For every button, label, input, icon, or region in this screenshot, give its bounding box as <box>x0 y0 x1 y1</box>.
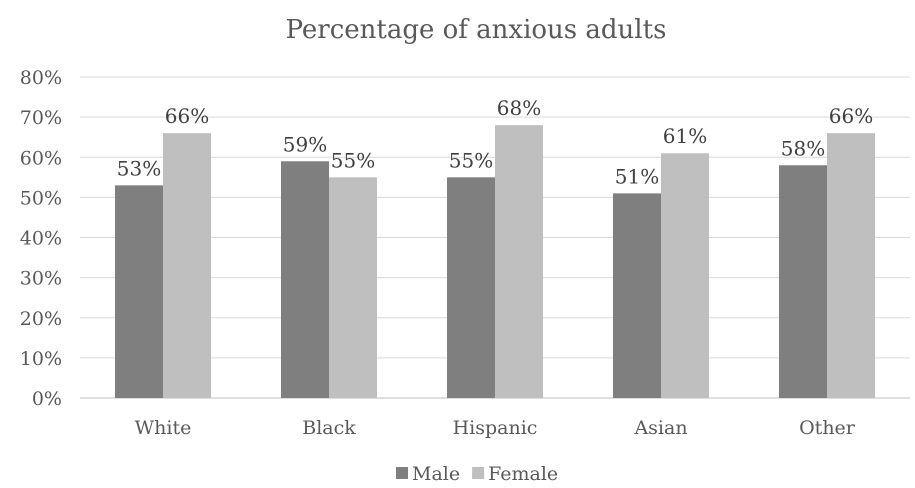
y-tick-label: 50% <box>20 187 62 209</box>
data-label: 55% <box>449 148 493 172</box>
x-category-label: White <box>135 417 192 439</box>
y-tick-label: 80% <box>20 67 62 89</box>
bar-male-other <box>779 165 827 398</box>
data-label: 61% <box>663 124 707 148</box>
y-tick-label: 40% <box>20 228 62 250</box>
bar-male-black <box>281 161 329 398</box>
data-label: 51% <box>615 164 659 188</box>
x-category-label: Asian <box>633 417 687 439</box>
bar-female-white <box>163 133 211 399</box>
bars <box>115 125 875 399</box>
y-tick-label: 20% <box>20 308 62 330</box>
y-tick-label: 60% <box>20 147 62 169</box>
legend-item-male: Male <box>396 463 460 485</box>
bar-female-asian <box>661 153 709 398</box>
data-labels: 53%66%59%55% 55%68%51%61%58%66% <box>117 96 873 188</box>
legend-swatch <box>396 467 408 479</box>
legend-label: Male <box>412 463 460 485</box>
bar-female-black <box>329 177 377 398</box>
y-tick-label: 30% <box>20 268 62 290</box>
legend-swatch <box>472 467 485 479</box>
data-label: 68% <box>497 96 541 120</box>
bar-female-other <box>827 133 875 399</box>
legend: Male Female <box>396 463 558 485</box>
bar-male-white <box>115 185 163 398</box>
x-category-label: Black <box>302 417 356 439</box>
bar-male-hispanic <box>447 177 495 398</box>
bar-male-asian <box>613 193 661 398</box>
legend-item-female: Female <box>472 463 558 485</box>
x-category-label: Other <box>799 417 856 439</box>
data-label: 53% <box>117 156 161 180</box>
data-label: 66% <box>165 104 209 128</box>
y-tick-label: 70% <box>20 107 62 129</box>
data-label: 66% <box>829 104 873 128</box>
legend-label: Female <box>488 463 558 485</box>
chart-title: Percentage of anxious adults <box>286 15 667 45</box>
y-axis-ticks: 0% 10% 20% 30% 40% 50% 60% 70% 80% <box>20 67 62 410</box>
x-axis-labels: White Black Hispanic Asian Other <box>135 417 856 439</box>
x-category-label: Hispanic <box>453 417 538 439</box>
y-tick-label: 0% <box>32 388 62 410</box>
data-label: 55% <box>331 148 375 172</box>
bar-female-hispanic <box>495 125 543 399</box>
y-tick-label: 10% <box>20 348 62 370</box>
data-label: 58% <box>781 136 825 160</box>
data-label: 59% <box>283 132 327 156</box>
